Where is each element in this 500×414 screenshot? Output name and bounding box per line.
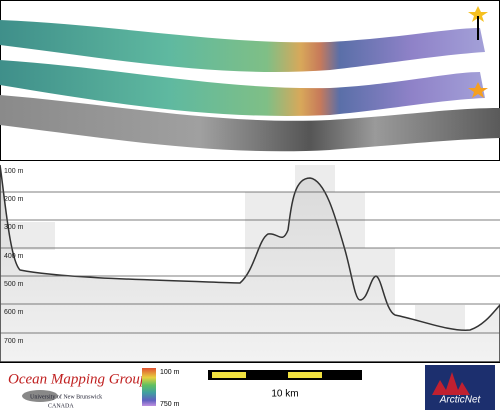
- depth-label: 200 m: [4, 196, 24, 203]
- color-scale-bottom: 750 m: [160, 401, 180, 408]
- omg-logo-shape: [22, 390, 58, 402]
- scale-bar-segment: [212, 372, 246, 378]
- depth-label: 500 m: [4, 281, 24, 288]
- bathymetry-swath: [0, 60, 485, 116]
- north-star: [468, 6, 488, 22]
- arcticnet-text: ArcticNet: [439, 395, 482, 406]
- scale-bar-segment: [288, 372, 322, 378]
- scale-bar: [208, 370, 362, 380]
- depth-grid: [0, 191, 500, 334]
- depth-label: 300 m: [4, 224, 24, 231]
- bathymetry-swath: [0, 20, 485, 72]
- maple-leaf: [432, 372, 470, 395]
- depth-label: 600 m: [4, 309, 24, 316]
- backscatter-swath: [0, 95, 500, 152]
- depth-label: 400 m: [4, 253, 24, 260]
- depth-label: 700 m: [4, 338, 24, 345]
- color-scale: [142, 368, 156, 406]
- omg-title: Ocean Mapping Group: [8, 371, 148, 387]
- scale-bar-label: 10 km: [271, 389, 298, 400]
- seafloor-profile: [0, 164, 500, 363]
- color-scale-top: 100 m: [160, 369, 180, 376]
- depth-label: 100 m: [4, 168, 24, 175]
- omg-country: CANADA: [48, 403, 74, 409]
- sun-icon: [468, 82, 488, 98]
- omg-subtitle: University of New Brunswick: [30, 393, 102, 400]
